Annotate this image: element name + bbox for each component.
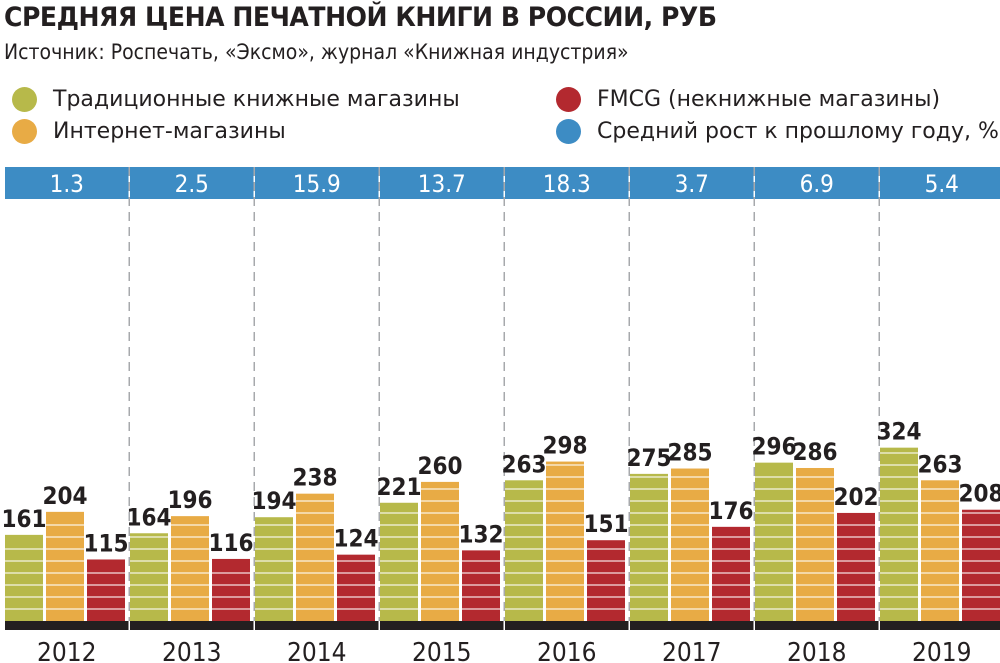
bar-value-label: 194: [251, 487, 296, 515]
bar-value-label: 151: [583, 510, 628, 538]
growth-label: 18.3: [543, 170, 591, 198]
bar-value-label: 296: [751, 433, 796, 461]
x-tick-label: 2013: [162, 638, 222, 663]
legend-label: Традиционные книжные магазины: [53, 86, 460, 112]
x-tick-label: 2016: [537, 638, 597, 663]
growth-label: 3.7: [675, 170, 709, 198]
growth-label: 6.9: [800, 170, 834, 198]
bar: [712, 526, 750, 621]
bar: [796, 467, 834, 621]
legend-marker-icon: [12, 118, 37, 144]
bar-value-label: 286: [792, 438, 837, 466]
bar: [671, 468, 709, 621]
bar: [421, 481, 459, 621]
bar-value-label: 208: [958, 480, 1000, 508]
growth-header: [5, 167, 129, 199]
bar: [5, 534, 43, 621]
legend-label: FMCG (некнижные магазины): [597, 86, 941, 112]
bar-value-label: 202: [833, 483, 878, 511]
x-tick-label: 2014: [287, 638, 347, 663]
growth-header: [880, 167, 1000, 199]
legend-marker-icon: [556, 118, 581, 144]
bar-value-label: 124: [333, 525, 378, 553]
legend-item-fmcg: FMCG (некнижные магазины): [556, 84, 940, 114]
chart-subtitle: Источник: Роспечать, «Эксмо», журнал «Кн…: [4, 40, 629, 64]
bar: [587, 540, 625, 621]
bar: [296, 493, 334, 621]
bar: [837, 512, 875, 621]
growth-header: [255, 167, 379, 199]
legend-label: Интернет-магазины: [53, 118, 286, 144]
bar-value-label: 221: [376, 473, 421, 501]
bar-value-label: 161: [1, 505, 46, 533]
bar: [880, 447, 918, 621]
bar: [630, 473, 668, 621]
bar: [337, 554, 375, 621]
bar-value-label: 176: [708, 497, 753, 525]
growth-header: [380, 167, 504, 199]
bar: [87, 559, 125, 621]
bar-value-label: 298: [542, 432, 587, 460]
legend-marker-icon: [12, 86, 37, 112]
axis-bar: [255, 621, 379, 630]
bar-value-label: 263: [501, 450, 546, 478]
legend-label: Средний рост к прошлому году, %: [597, 118, 999, 144]
axis-bar: [5, 621, 129, 630]
legend-item-traditional-stores: Традиционные книжные магазины: [12, 84, 460, 114]
growth-label: 2.5: [175, 170, 209, 198]
bar-value-label: 116: [208, 529, 253, 557]
bar: [546, 461, 584, 621]
legend-item-average-growth: Средний рост к прошлому году, %: [556, 116, 999, 146]
bar-value-label: 324: [876, 418, 921, 446]
growth-label: 1.3: [50, 170, 84, 198]
growth-header: [755, 167, 879, 199]
bar: [46, 511, 84, 621]
bar-value-label: 260: [417, 452, 462, 480]
x-tick-label: 2019: [912, 638, 972, 663]
bar-value-label: 115: [83, 529, 128, 557]
bar-value-label: 275: [626, 444, 671, 472]
growth-label: 15.9: [293, 170, 341, 198]
bar: [255, 517, 293, 621]
chart-title: СРЕДНЯЯ ЦЕНА ПЕЧАТНОЙ КНИГИ В РОССИИ, РУ…: [4, 2, 717, 33]
legend-marker-icon: [556, 86, 581, 112]
axis-bar: [755, 621, 879, 630]
growth-label: 13.7: [418, 170, 466, 198]
axis-bar: [880, 621, 1000, 630]
bar-value-label: 204: [42, 482, 87, 510]
x-tick-label: 2012: [37, 638, 97, 663]
growth-label: 5.4: [925, 170, 959, 198]
bar-value-label: 285: [667, 439, 712, 467]
bar-value-label: 196: [167, 486, 212, 514]
x-tick-label: 2015: [412, 638, 472, 663]
legend-item-online-stores: Интернет-магазины: [12, 116, 286, 146]
bar: [962, 509, 1000, 621]
growth-header: [630, 167, 754, 199]
axis-bar: [505, 621, 629, 630]
axis-bar: [380, 621, 504, 630]
bar-value-label: 164: [126, 503, 171, 531]
x-tick-label: 2018: [787, 638, 847, 663]
bar: [130, 533, 168, 621]
bar-value-label: 263: [917, 450, 962, 478]
bar: [212, 558, 250, 621]
bar-value-label: 238: [292, 464, 337, 492]
bar-value-label: 132: [458, 520, 503, 548]
growth-header: [505, 167, 629, 199]
bar: [171, 516, 209, 621]
axis-bar: [130, 621, 254, 630]
axis-bar: [630, 621, 754, 630]
x-tick-label: 2017: [662, 638, 722, 663]
bar: [380, 502, 418, 621]
growth-header: [130, 167, 254, 199]
